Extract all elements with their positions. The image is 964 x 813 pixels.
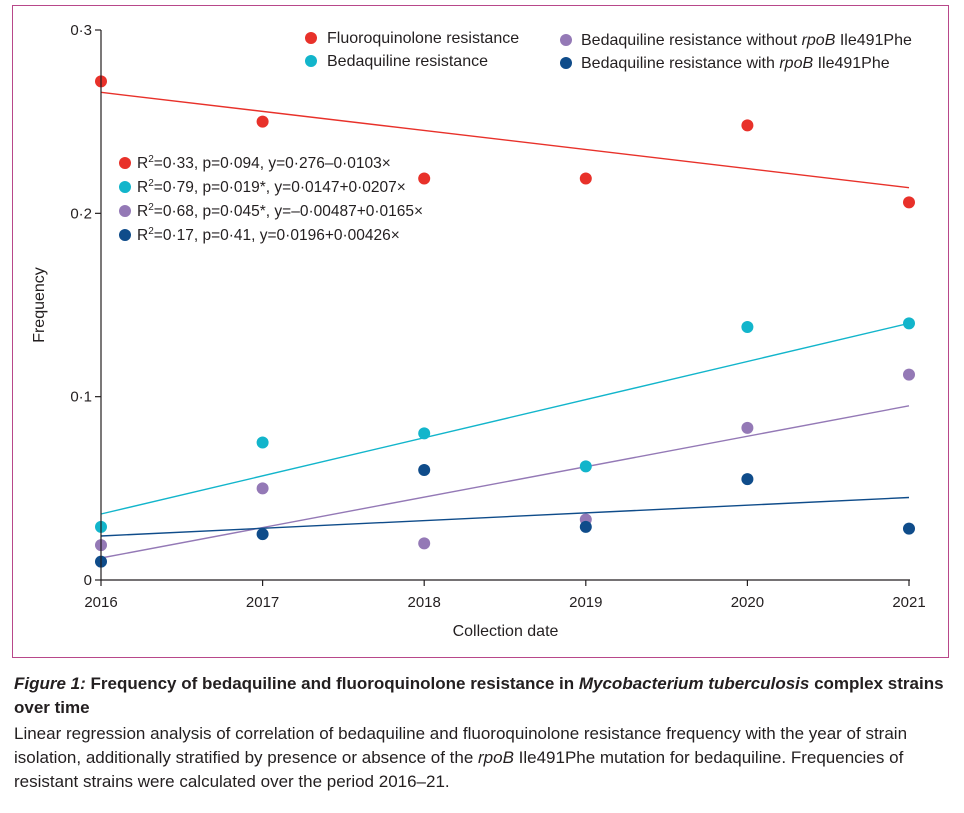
- point-series-2-2021: [903, 368, 915, 381]
- caption-body: Linear regression analysis of correlatio…: [14, 724, 908, 791]
- legend-label-bedaquiline-with-rpob: Bedaquiline resistance with rpoB Ile491P…: [581, 55, 890, 72]
- y-tick-label-1: 0·1: [70, 389, 92, 406]
- y-tick-label-2: 0·2: [70, 205, 92, 222]
- point-series-3-2020: [741, 473, 754, 486]
- point-series-0-2020: [741, 119, 754, 132]
- axes: [100, 30, 910, 581]
- point-series-3-2018: [418, 464, 431, 476]
- y-tick-label-3: 0·3: [70, 22, 92, 39]
- x-tick-label-2017: 2017: [246, 594, 279, 611]
- y-axis-title: Frequency: [31, 267, 48, 343]
- stats-marker-series-0: [119, 157, 131, 169]
- point-series-3-2017: [256, 528, 269, 541]
- legend-marker-bedaquiline: [305, 55, 317, 67]
- figure-frame: [12, 5, 949, 658]
- fit-line-series-2: [100, 405, 910, 559]
- x-axis-title: Collection date: [453, 623, 559, 640]
- figure-label: Figure 1:: [14, 674, 86, 693]
- x-tick-label-2019: 2019: [569, 594, 602, 611]
- legend: Fluoroquinolone resistance Bedaquiline r…: [305, 30, 912, 72]
- chart: 2016 2017 2018 2019 2020 2021 0 0·1 0·2 0·3 Colle…: [31, 22, 926, 640]
- x-tick-label-2016: 2016: [84, 594, 117, 611]
- legend-item-fluoroquinolone: Fluoroquinolone resistance: [305, 30, 519, 47]
- point-series-2-2018: [418, 537, 431, 550]
- legend-item-bedaquiline-without-rpob: Bedaquiline resistance without rpoB Ile4…: [560, 32, 912, 49]
- point-series-1-2017: [256, 436, 269, 449]
- stats-text-series-1: R2=0·79, p=0·019*, y=0·0147+0·0207×: [137, 178, 406, 196]
- legend-item-bedaquiline: Bedaquiline resistance: [305, 53, 488, 70]
- fit-line-series-1: [100, 322, 910, 515]
- stats-text-series-0: R2=0·33, p=0·094, y=0·276–0·0103×: [137, 154, 391, 172]
- point-series-0-2018: [418, 172, 431, 185]
- stats-text-series-2: R2=0·68, p=0·045*, y=–0·00487+0·0165×: [137, 202, 423, 220]
- legend-marker-bedaquiline-without-rpob: [560, 34, 572, 46]
- stats-text-series-3: R2=0·17, p=0·41, y=0·0196+0·00426×: [137, 226, 400, 244]
- fit-line-series-0: [100, 91, 910, 189]
- stats-marker-series-1: [119, 181, 131, 193]
- point-series-0-2019: [579, 172, 592, 185]
- legend-marker-bedaquiline-with-rpob: [560, 57, 572, 69]
- point-series-3-2019: [579, 520, 592, 533]
- point-series-1-2019: [579, 460, 592, 473]
- regression-statistics: R2=0·33, p=0·094, y=0·276–0·0103× R2=0·79…: [119, 154, 423, 244]
- legend-label-bedaquiline: Bedaquiline resistance: [327, 53, 488, 70]
- caption-title: Figure 1: Frequency of bedaquiline and f…: [14, 674, 944, 717]
- legend-marker-fluoroquinolone: [305, 32, 317, 44]
- point-series-2-2017: [256, 482, 269, 495]
- legend-label-bedaquiline-without-rpob: Bedaquiline resistance without rpoB Ile4…: [581, 32, 912, 49]
- x-tick-label-2020: 2020: [731, 594, 764, 611]
- figure-caption: Figure 1: Frequency of bedaquiline and f…: [14, 672, 949, 794]
- regression-lines: [100, 91, 910, 559]
- point-series-1-2018: [418, 427, 431, 440]
- point-series-0-2017: [256, 115, 269, 128]
- stats-marker-series-2: [119, 205, 131, 217]
- point-series-2-2020: [741, 421, 754, 434]
- stats-marker-series-3: [119, 229, 131, 241]
- point-series-0-2021: [903, 196, 915, 209]
- point-series-1-2021: [903, 317, 915, 330]
- data-points: [95, 75, 915, 568]
- x-tick-label-2021: 2021: [892, 594, 925, 611]
- axis-ticks: 2016 2017 2018 2019 2020 2021 0 0·1 0·2 0·3: [70, 22, 925, 611]
- point-series-3-2021: [903, 522, 915, 535]
- point-series-1-2020: [741, 321, 754, 333]
- y-tick-label-0: 0: [84, 572, 92, 589]
- x-tick-label-2018: 2018: [408, 594, 441, 611]
- fit-line-series-3: [100, 496, 910, 537]
- legend-item-bedaquiline-with-rpob: Bedaquiline resistance with rpoB Ile491P…: [560, 55, 890, 72]
- legend-label-fluoroquinolone: Fluoroquinolone resistance: [327, 30, 519, 47]
